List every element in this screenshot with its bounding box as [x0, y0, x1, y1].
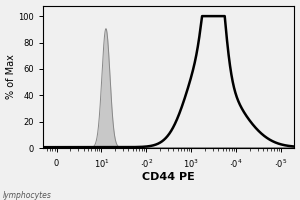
Y-axis label: % of Max: % of Max	[6, 54, 16, 99]
X-axis label: CD44 PE: CD44 PE	[142, 172, 195, 182]
Text: lymphocytes: lymphocytes	[3, 191, 52, 200]
